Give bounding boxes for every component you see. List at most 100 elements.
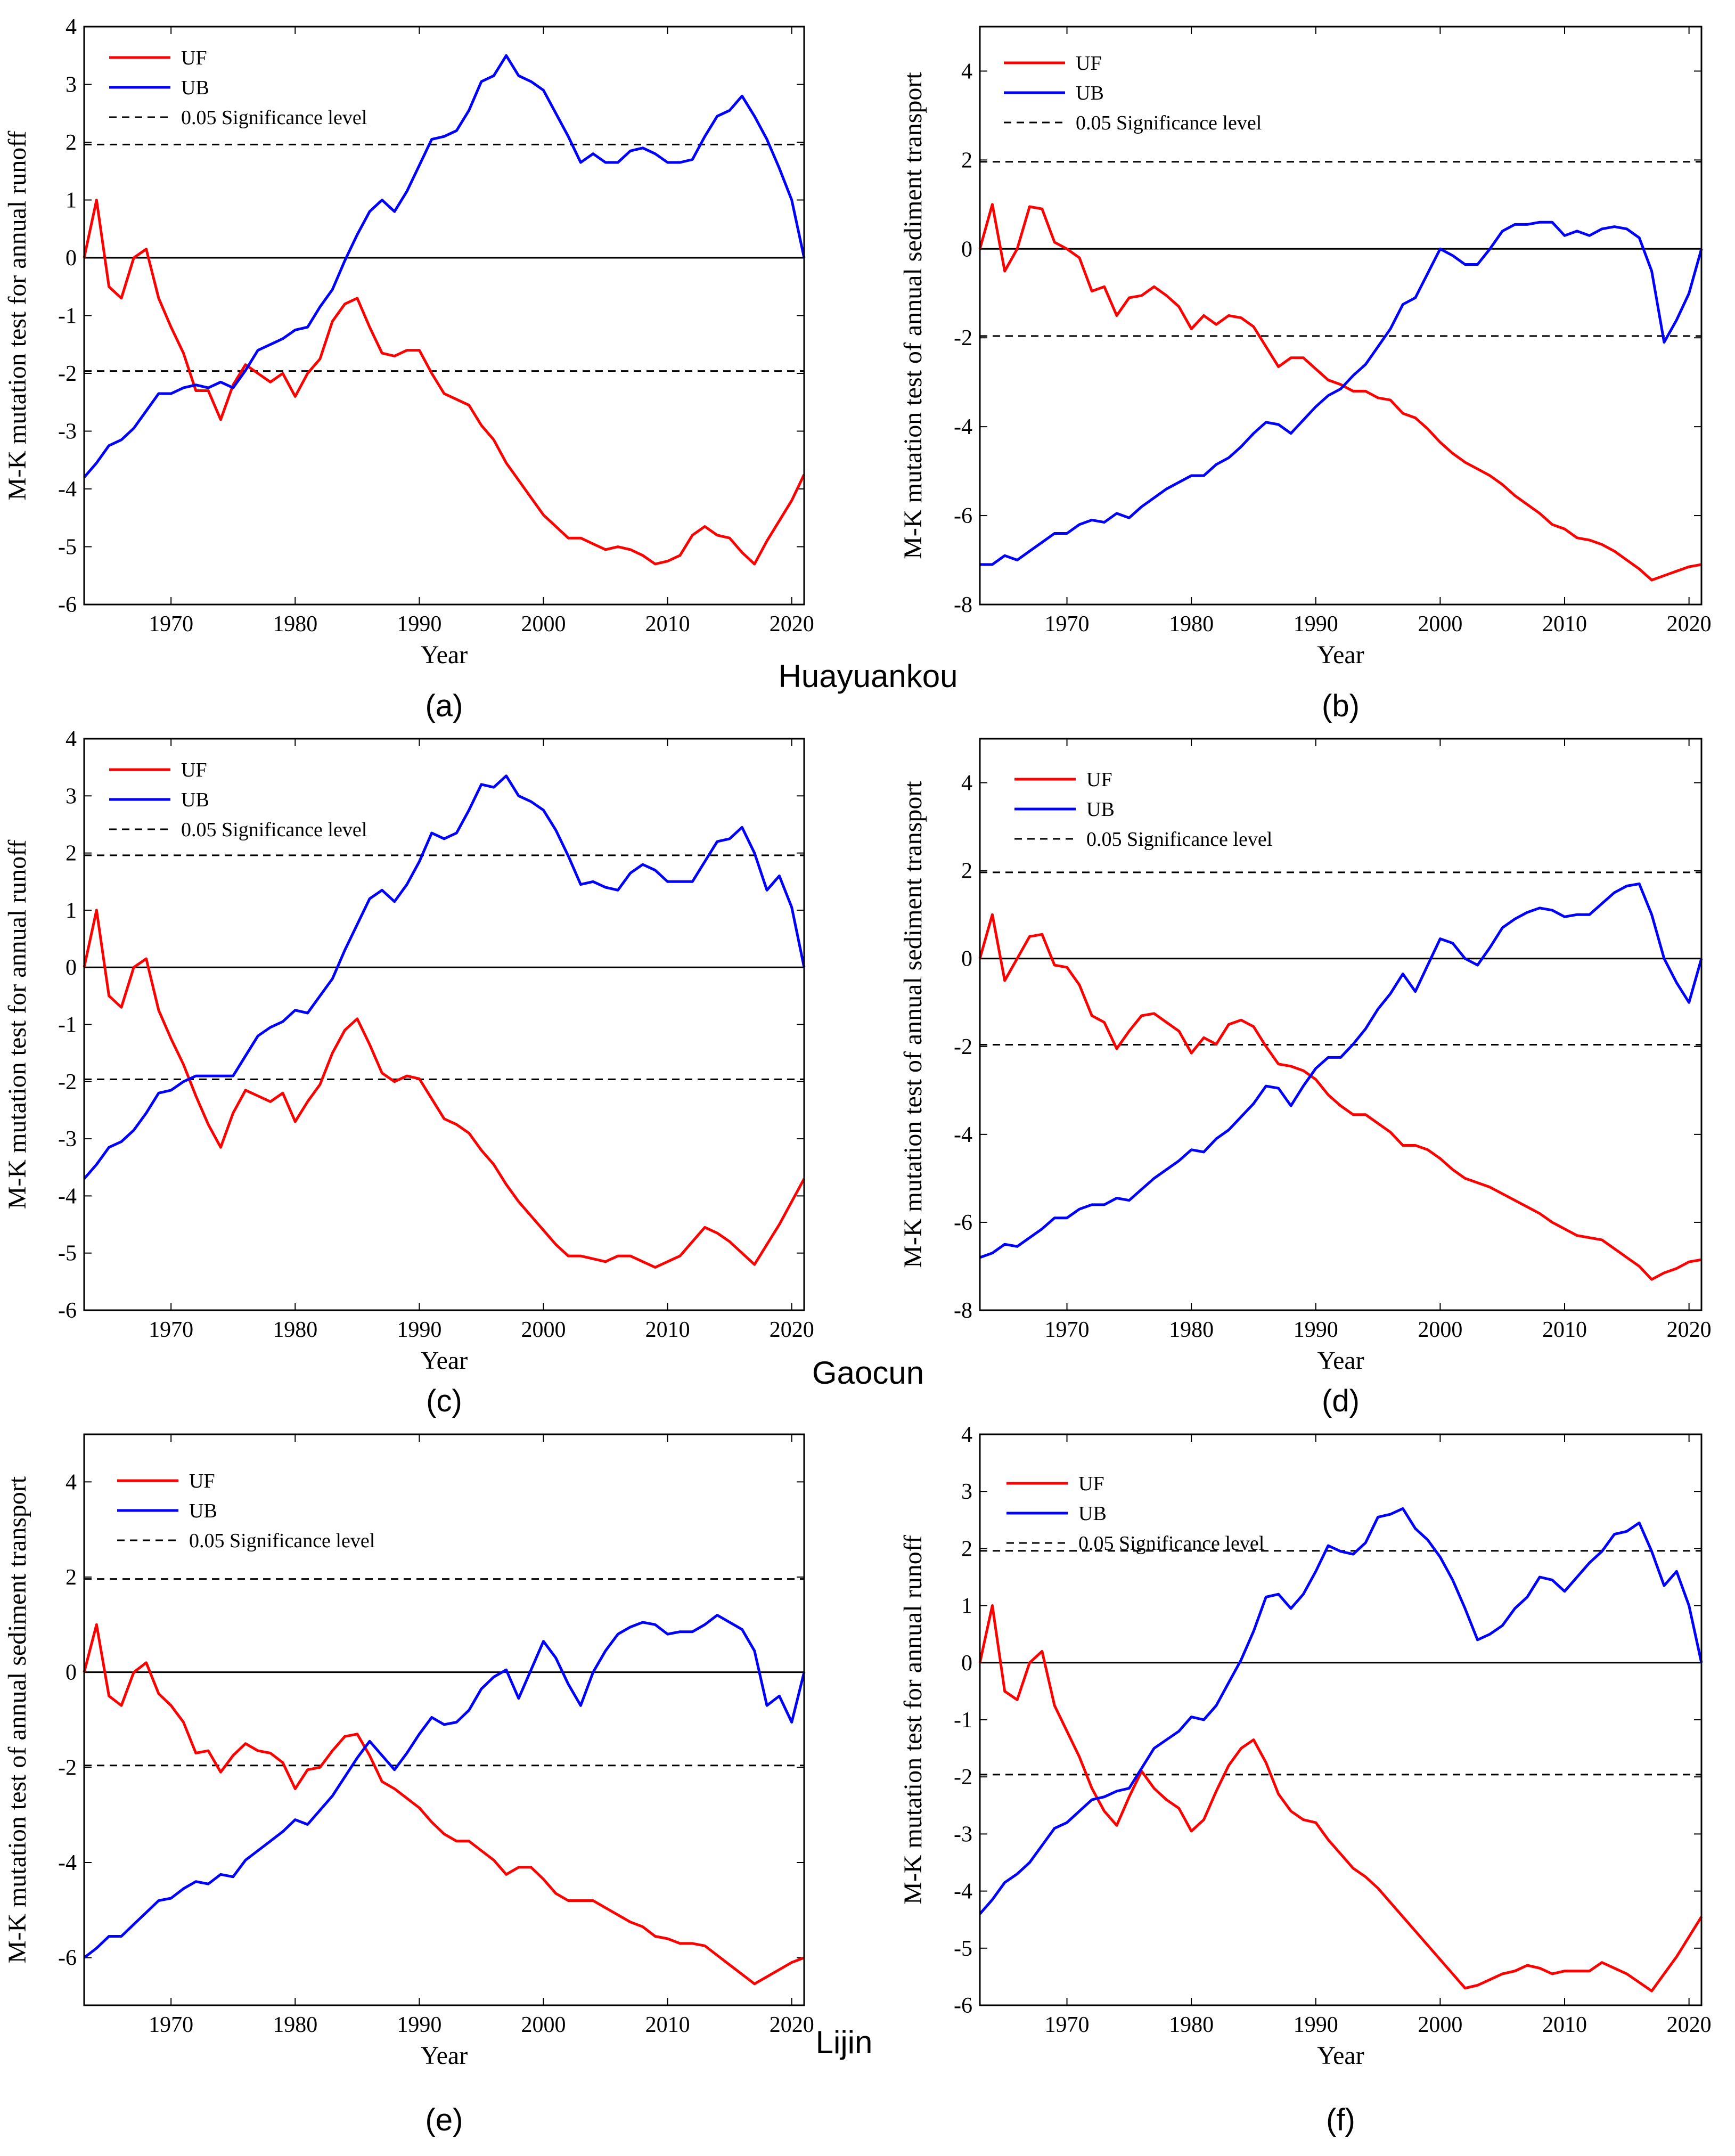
chart-a-panel-label: (a) <box>425 689 463 723</box>
chart-d-ytick-label: 2 <box>961 859 972 884</box>
chart-c-series-uf <box>83 909 806 1269</box>
chart-a-ylabel: M-K mutation test for annual runoff <box>3 131 31 501</box>
chart-d-legend-label: UB <box>1086 798 1115 821</box>
chart-b-frame <box>979 26 1703 606</box>
chart-c-ytick-label: 4 <box>66 727 77 752</box>
chart-f-xlabel: Year <box>1317 2041 1364 2070</box>
chart-panel-e: -6 -4 -2 0 2 4 1970 1980 1990 2000 2010 2020 UF UB 0.0… <box>3 1433 814 2137</box>
chart-c-ytick-label: -5 <box>58 1242 77 1266</box>
chart-panel-c: -6 -5 -4 -3 -2 -1 0 1 2 3 4 1970 1980 1990 2000 2010 202… <box>3 727 814 1418</box>
chart-a-xtick-label: 1970 <box>149 612 193 636</box>
chart-b-xtick-label: 1990 <box>1294 612 1338 636</box>
chart-b-panel-label: (b) <box>1322 689 1360 723</box>
chart-a-series-uf <box>83 199 806 566</box>
station-label-gaocun: Gaocun <box>812 1355 924 1391</box>
chart-f-ytick-label: -1 <box>954 1708 972 1733</box>
chart-panel-a: -6 -5 -4 -3 -2 -1 0 1 2 3 4 1970 1980 1990 2000 2010 202… <box>3 15 814 723</box>
chart-c-xlabel: Year <box>421 1346 468 1375</box>
chart-c-xtick-label: 2020 <box>770 1318 814 1342</box>
chart-a-series-ub <box>83 54 806 478</box>
chart-c-xtick-label: 1970 <box>149 1318 193 1342</box>
chart-panel-d: -8 -6 -4 -2 0 2 4 1970 1980 1990 2000 2010 2020 UF UB 0… <box>899 738 1712 1418</box>
chart-f-ytick-label: 0 <box>961 1651 972 1676</box>
chart-f-xtick-label: 2010 <box>1542 2013 1587 2037</box>
chart-d-panel-label: (d) <box>1322 1384 1360 1418</box>
chart-f-ytick-label: 4 <box>961 1423 972 1447</box>
chart-panel-f: -6 -5 -4 -3 -2 -1 0 1 2 3 4 1970 1980 1990 2000 2010 202… <box>899 1423 1712 2137</box>
chart-e-xtick-label: 2020 <box>770 2013 814 2037</box>
chart-b-ytick-label: -4 <box>954 415 972 439</box>
chart-a-ytick-label: -1 <box>58 304 77 329</box>
chart-b-series-ub <box>980 220 1703 566</box>
chart-e-series-ub <box>83 1614 806 1959</box>
chart-a-ytick-label: -4 <box>58 477 77 502</box>
chart-a-xtick-label: 2010 <box>645 612 690 636</box>
chart-a-xlabel: Year <box>421 641 468 669</box>
chart-b-xtick-label: 1970 <box>1045 612 1090 636</box>
chart-c-xtick-label: 1980 <box>273 1318 317 1342</box>
chart-e-xtick-label: 2000 <box>521 2013 566 2037</box>
chart-f-panel-label: (f) <box>1326 2103 1355 2137</box>
chart-a-xtick-label: 2020 <box>770 612 814 636</box>
chart-panel-b: -8 -6 -4 -2 0 2 4 1970 1980 1990 2000 2010 2020 UF UB 0… <box>899 26 1712 723</box>
chart-e-xtick-label: 1990 <box>397 2013 441 2037</box>
chart-a-xtick-label: 1990 <box>397 612 441 636</box>
chart-f-legend-label: 0.05 Significance level <box>1078 1532 1264 1555</box>
chart-b-ylabel: M-K mutation test of annual sediment tra… <box>899 72 927 559</box>
chart-f-ytick-label: 1 <box>961 1594 972 1619</box>
chart-a-legend-label: UF <box>181 47 207 69</box>
chart-a-xtick-label: 1980 <box>273 612 317 636</box>
chart-d-ytick-label: 4 <box>961 771 972 796</box>
chart-b-xtick-label: 1980 <box>1169 612 1214 636</box>
chart-d-frame <box>979 738 1703 1311</box>
chart-d-xlabel: Year <box>1317 1346 1364 1375</box>
chart-c-series-ub <box>83 774 806 1180</box>
chart-b-ytick-label: -8 <box>954 593 972 617</box>
chart-b-legend-label: 0.05 Significance level <box>1076 112 1262 134</box>
chart-f-xtick-label: 1990 <box>1294 2013 1338 2037</box>
chart-f-xtick-label: 1980 <box>1169 2013 1214 2037</box>
chart-e-ytick-label: 4 <box>66 1470 77 1494</box>
chart-f-series-ub <box>979 1507 1703 1915</box>
chart-f-ytick-label: -6 <box>954 1994 972 2018</box>
chart-f-xtick-label: 1970 <box>1045 2013 1090 2037</box>
chart-f-ytick-label: -5 <box>954 1937 972 1961</box>
chart-e-panel-label: (e) <box>425 2103 463 2137</box>
chart-d-ytick-label: -8 <box>954 1298 972 1323</box>
chart-e-series-uf <box>83 1623 805 1986</box>
chart-c-ytick-label: 2 <box>66 842 77 866</box>
chart-f-ytick-label: 3 <box>961 1480 972 1504</box>
chart-d-xtick-label: 2000 <box>1418 1318 1462 1342</box>
chart-c-ytick-label: 3 <box>66 784 77 808</box>
chart-e-xtick-label: 2010 <box>645 2013 690 2037</box>
chart-d-series-ub <box>979 882 1703 1259</box>
chart-e-legend-label: UB <box>189 1500 217 1522</box>
chart-d-legend-label: 0.05 Significance level <box>1086 828 1272 851</box>
chart-a-frame <box>83 26 805 606</box>
chart-c-legend-label: UB <box>181 789 209 811</box>
chart-c-frame <box>83 738 805 1311</box>
chart-f-ytick-label: -3 <box>954 1822 972 1847</box>
chart-d-xtick-label: 2010 <box>1542 1318 1587 1342</box>
chart-e-xtick-label: 1970 <box>149 2013 193 2037</box>
chart-b-xtick-label: 2010 <box>1542 612 1587 636</box>
chart-c-ytick-label: -4 <box>58 1184 77 1208</box>
chart-f-ytick-label: -2 <box>954 1765 972 1790</box>
chart-f-series-uf <box>978 1604 1703 1992</box>
chart-f-legend-label: UF <box>1078 1473 1104 1495</box>
chart-e-ytick-label: 0 <box>66 1661 77 1685</box>
chart-b-xtick-label: 2020 <box>1667 612 1712 636</box>
chart-c-ytick-label: 0 <box>66 956 77 980</box>
chart-b-ytick-label: -6 <box>954 504 972 528</box>
station-label-lijin: Lijin <box>816 2024 873 2060</box>
chart-b-xtick-label: 2000 <box>1418 612 1462 636</box>
chart-a-ytick-label: 4 <box>66 15 77 39</box>
chart-c-xtick-label: 2010 <box>645 1318 690 1342</box>
chart-f-ytick-label: -4 <box>954 1880 972 1904</box>
chart-d-ytick-label: 0 <box>961 947 972 971</box>
chart-c-legend-label: UF <box>181 759 207 781</box>
chart-b-ytick-label: 0 <box>961 237 972 262</box>
chart-f-frame <box>979 1433 1703 2006</box>
chart-e-xtick-label: 1980 <box>273 2013 317 2037</box>
